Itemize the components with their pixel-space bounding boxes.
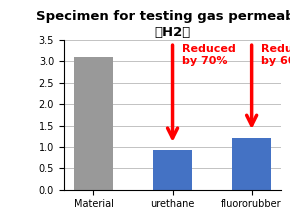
Bar [74, 57, 113, 190]
Bar [153, 150, 192, 190]
Title: Specimen for testing gas permeabili
（H2）: Specimen for testing gas permeabili （H2） [36, 10, 290, 39]
Bar [232, 138, 271, 190]
Text: Reduced
by 60%: Reduced by 60% [261, 44, 290, 66]
Text: Reduced
by 70%: Reduced by 70% [182, 44, 236, 66]
